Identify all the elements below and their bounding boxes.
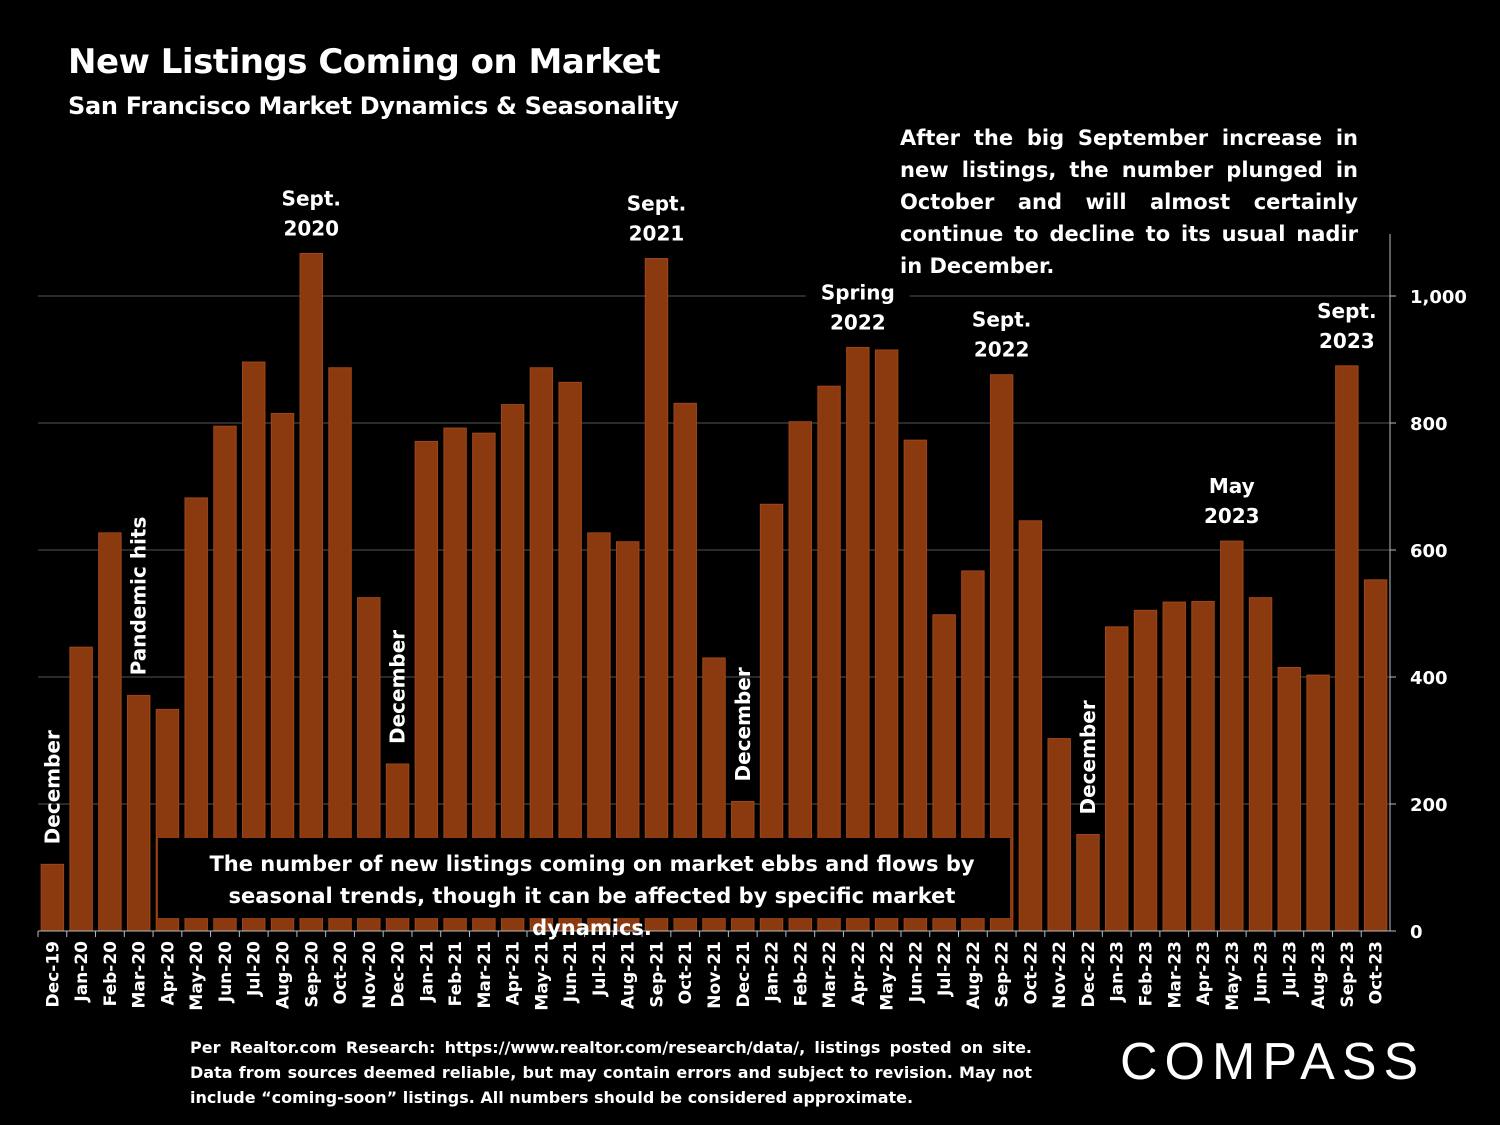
x-tick-label: Apr-20 [158, 941, 178, 1006]
x-tick-label: Jul-22 [935, 941, 955, 997]
x-tick-label: Aug-23 [1309, 941, 1329, 1009]
bars [40, 252, 1388, 932]
y-tick-label: 800 [1410, 414, 1448, 435]
x-tick-label: Aug-20 [274, 941, 294, 1009]
x-tick-label: Jan-23 [1108, 941, 1128, 1003]
x-tick-label: Aug-22 [964, 941, 984, 1009]
bar-dec-19 [40, 863, 65, 932]
x-tick-label: Mar-21 [475, 941, 495, 1009]
x-axis: Dec-19 Jan-20 Feb-20 Mar-20 Apr-20 May-20 Jun-… [37, 930, 1390, 1011]
y-tick-label: 600 [1410, 541, 1448, 562]
annotation-label: Spring 2022 [821, 280, 895, 334]
x-tick-label: Nov-21 [705, 941, 725, 1009]
x-tick-label: Oct-23 [1367, 941, 1387, 1004]
x-tick-label: Mar-20 [130, 941, 150, 1009]
x-tick-label: Jun-23 [1252, 941, 1272, 1003]
bar-jan-23 [1105, 626, 1129, 932]
callout-text: The number of new listings coming on mar… [209, 852, 975, 940]
x-tick-label: Dec-20 [389, 941, 409, 1008]
annotation-background [805, 271, 910, 336]
y-tick-label: 200 [1410, 795, 1448, 816]
annotation-label: Sept. 2023 [1317, 299, 1376, 353]
x-tick-label: Nov-22 [1050, 941, 1070, 1009]
bar-mar-20 [126, 694, 151, 932]
bar-may-23 [1220, 540, 1244, 932]
x-tick-label: Nov-20 [360, 941, 380, 1009]
bar-apr-23 [1191, 600, 1215, 932]
bar-sep-20 [299, 252, 323, 932]
annotation-label: Pandemic hits [127, 517, 151, 676]
x-tick-label: May-20 [187, 941, 207, 1011]
annotation-label: December [40, 730, 64, 844]
x-tick-label: Jun-21 [561, 941, 581, 1003]
x-tick-label: Dec-22 [1079, 941, 1099, 1007]
annotation-label: Sept. 2020 [282, 186, 341, 240]
annotations: December Pandemic hits Sept. 2020 December Se… [40, 186, 1376, 844]
annotation-label: May 2023 [1204, 474, 1260, 528]
x-tick-label: Aug-21 [619, 941, 639, 1009]
x-tick-label: Dec-21 [734, 941, 754, 1007]
chart-subtitle: San Francisco Market Dynamics & Seasonal… [68, 92, 679, 120]
bar-mar-23 [1162, 601, 1186, 932]
x-tick-label: Apr-23 [1194, 941, 1214, 1005]
x-tick-label: Sep-22 [993, 941, 1013, 1008]
commentary-note: After the big September increase in new … [900, 126, 1358, 278]
x-tick-label: Jan-22 [763, 941, 783, 1003]
bar-oct-22 [1018, 520, 1043, 932]
x-tick-label: Apr-21 [504, 941, 524, 1005]
x-tick-label: Feb-22 [791, 941, 811, 1006]
annotation-label: December [386, 630, 410, 744]
bar-oct-23 [1363, 579, 1388, 932]
x-tick-label: Sep-21 [647, 941, 667, 1008]
callout-background [158, 838, 1010, 918]
x-tick-label: May-21 [532, 941, 552, 1011]
x-tick-label: Oct-22 [1021, 941, 1041, 1004]
y-axis: 0 200 400 600 800 1,000 [1389, 234, 1467, 943]
y-tick-label: 0 [1410, 922, 1423, 943]
x-tick-label: Mar-22 [820, 941, 840, 1009]
x-tick-label: Oct-21 [676, 941, 696, 1004]
bar-feb-20 [98, 532, 122, 932]
x-tick-label: Feb-20 [101, 941, 121, 1007]
x-tick-label: Apr-22 [849, 941, 869, 1005]
bar-sep-23 [1335, 365, 1359, 932]
chart-title: New Listings Coming on Market [68, 42, 661, 82]
bar-jan-20 [69, 646, 93, 932]
x-tick-label: Jan-21 [417, 941, 437, 1003]
annotation-label: Sept. 2021 [627, 192, 686, 246]
bar-sep-21 [644, 258, 669, 932]
x-tick-label: Sep-20 [302, 941, 322, 1008]
bar-dec-22 [1076, 833, 1100, 932]
x-tick-label: Feb-23 [1136, 941, 1156, 1006]
x-tick-label: Jun-20 [216, 941, 236, 1003]
source-footnote: Per Realtor.com Research: https://www.re… [190, 1038, 1032, 1107]
x-tick-label: Jan-20 [72, 941, 92, 1003]
x-tick-label: May-22 [878, 941, 898, 1011]
x-tick-label: Sep-23 [1338, 941, 1358, 1008]
x-tick-label: Dec-19 [43, 941, 63, 1007]
compass-logo: COMPASS [1120, 1033, 1426, 1091]
x-tick-label: Mar-23 [1165, 941, 1185, 1009]
bar-jun-23 [1248, 597, 1273, 932]
y-tick-label: 400 [1410, 668, 1448, 689]
x-tick-label: May-23 [1223, 941, 1243, 1011]
x-tick-label: Jul-21 [590, 941, 610, 997]
annotation-label: December [731, 667, 755, 781]
x-tick-label: Jul-20 [245, 941, 265, 997]
annotation-label: December [1076, 700, 1100, 814]
bar-jul-23 [1277, 666, 1302, 932]
x-tick-label: Jul-23 [1280, 941, 1300, 997]
bar-feb-23 [1133, 609, 1158, 932]
x-tick-label: Jun-22 [906, 941, 926, 1003]
bar-nov-22 [1047, 738, 1071, 932]
x-tick-label: Oct-20 [331, 941, 351, 1005]
bar-aug-23 [1306, 674, 1330, 932]
y-tick-label: 1,000 [1410, 287, 1467, 308]
annotation-label: Sept. 2022 [972, 308, 1031, 362]
x-tick-label: Feb-21 [446, 941, 466, 1006]
